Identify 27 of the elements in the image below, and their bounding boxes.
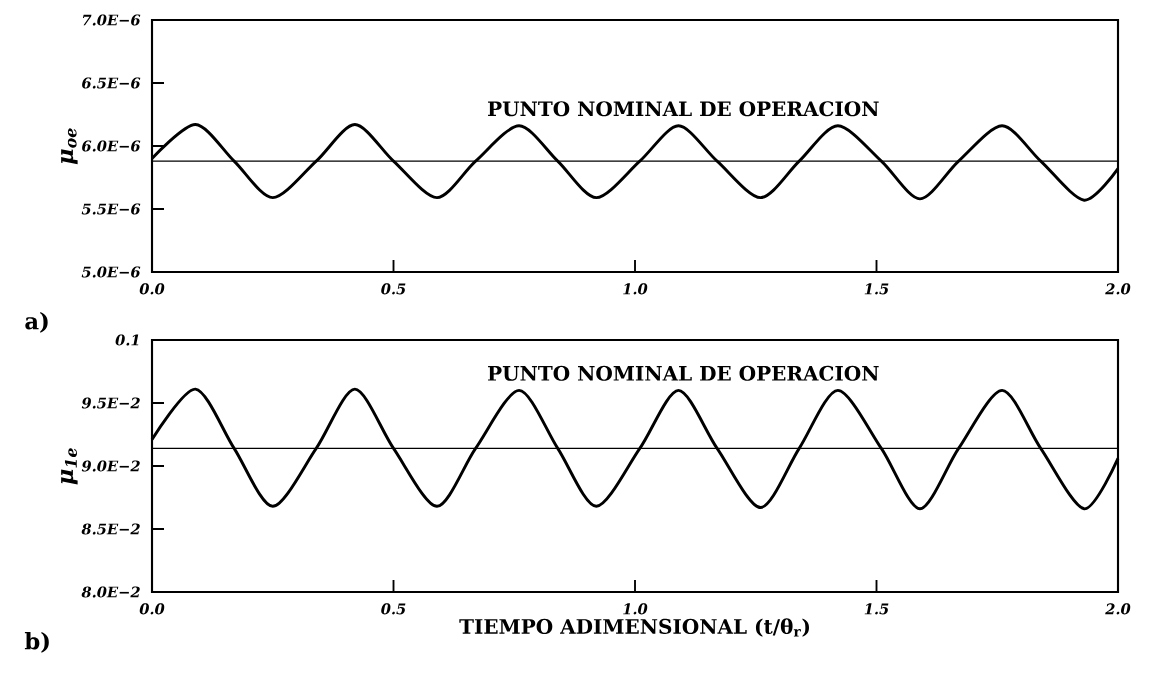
y-tick-label: 5.5E−6 xyxy=(81,203,141,215)
ref-line-label: PUNTO NOMINAL DE OPERACION xyxy=(488,365,879,381)
y-tick-label: 8.0E−2 xyxy=(81,586,140,598)
y-tick-label: 0.1 xyxy=(115,334,139,346)
x-tick-label: 0.0 xyxy=(139,603,165,615)
y-axis-title: μ$_{oe}$ xyxy=(61,128,78,165)
x-tick-label: 0.5 xyxy=(381,603,406,615)
x-tick-label: 1.5 xyxy=(864,283,889,295)
y-tick-label: 5.0E−6 xyxy=(81,266,141,278)
y-axis-title: μ$_{1e}$ xyxy=(61,448,78,485)
x-tick-label: 2.0 xyxy=(1105,283,1131,295)
y-tick-label: 8.5E−2 xyxy=(81,523,140,535)
x-tick-label: 2.0 xyxy=(1105,603,1131,615)
text: b) xyxy=(24,632,49,653)
y-tick-label: 9.5E−2 xyxy=(81,397,140,409)
ref-line-label: PUNTO NOMINAL DE OPERACION xyxy=(488,101,879,117)
text: a) xyxy=(25,312,48,333)
y-tick-label: 9.0E−2 xyxy=(81,460,140,472)
y-tick-label: 7.0E−6 xyxy=(82,14,141,26)
x-axis-title: TIEMPO ADIMENSIONAL (t/θ$_{r}$) xyxy=(459,618,809,637)
x-tick-label: 1.5 xyxy=(864,603,889,615)
x-tick-label: 1.0 xyxy=(623,283,648,295)
y-tick-label: 6.5E−6 xyxy=(82,77,141,89)
x-tick-label: 0.5 xyxy=(381,283,406,295)
x-tick-label: 1.0 xyxy=(623,603,648,615)
y-tick-label: 6.0E−6 xyxy=(82,140,141,152)
x-tick-label: 0.0 xyxy=(139,283,165,295)
